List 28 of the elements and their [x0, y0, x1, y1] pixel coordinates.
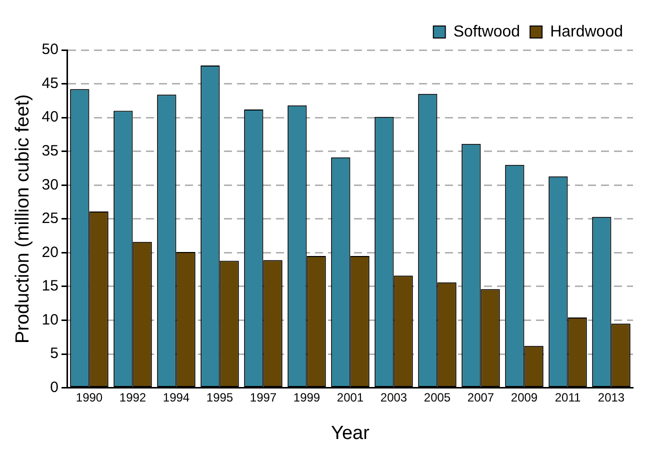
x-tick-label: 1992 [119, 390, 146, 404]
y-tick-label: 0 [50, 378, 58, 396]
x-axis-title: Year [331, 422, 370, 444]
legend-label: Softwood [453, 23, 520, 40]
y-tick-label: 10 [42, 311, 58, 328]
y-axis-title: Production (million cubic feet) [12, 94, 34, 344]
x-tick-label: 2007 [467, 390, 494, 404]
x-tick-label: 1997 [250, 390, 277, 404]
y-tick-label: 45 [42, 74, 58, 92]
x-tick-label: 1995 [206, 390, 234, 404]
x-tick-label: 1990 [76, 390, 103, 404]
y-tick-label: 30 [42, 176, 58, 194]
x-tick-label: 2003 [380, 390, 408, 404]
y-tick-label: 20 [42, 244, 58, 261]
y-tick-label: 25 [42, 210, 58, 228]
x-tick-label: 2005 [424, 390, 451, 404]
x-tick-label: 2013 [598, 390, 625, 404]
y-tick-label: 40 [42, 108, 58, 126]
x-tick-label: 1994 [162, 390, 190, 404]
x-tick-label: 1999 [293, 390, 320, 404]
x-tick-label: 2001 [336, 390, 364, 404]
y-tick-label: 15 [42, 278, 58, 295]
x-tick-label: 2009 [510, 390, 538, 404]
y-tick-label: 50 [42, 41, 58, 58]
x-tick-label: 2011 [554, 390, 581, 404]
y-tick-label: 35 [42, 142, 58, 160]
y-tick-label: 5 [50, 345, 58, 362]
legend-label: Hardwood [550, 23, 624, 40]
